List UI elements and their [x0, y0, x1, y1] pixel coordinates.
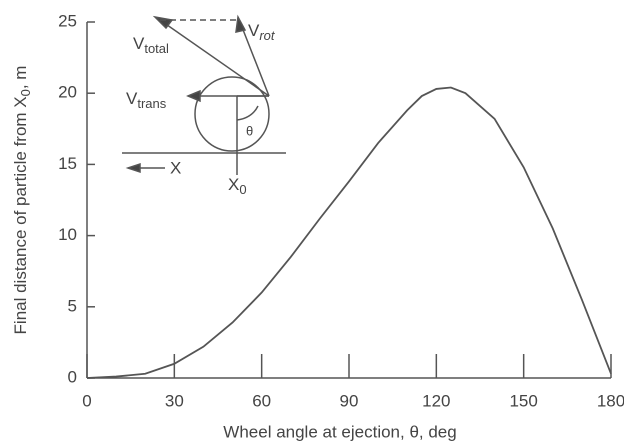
x-axis-title: Wheel angle at ejection, θ, deg: [223, 422, 456, 441]
x-direction-label: X: [170, 158, 181, 177]
y-tick-label: 15: [58, 154, 77, 173]
v-total-label: Vtotal: [133, 34, 169, 56]
x-tick-label: 150: [509, 391, 537, 410]
x-tick-label: 60: [252, 391, 271, 410]
v-trans-label: Vtrans: [126, 89, 167, 111]
chart: Vtotal Vrot Vtrans θ X X0 Wheel angle at…: [0, 0, 624, 444]
x-tick-label: 180: [597, 391, 624, 410]
x-tick-label: 30: [165, 391, 184, 410]
x0-label: X0: [228, 175, 247, 197]
y-tick-label: 20: [58, 83, 77, 102]
theta-label: θ: [246, 123, 253, 138]
v-rot-label: Vrot: [248, 21, 276, 43]
x-tick-label: 120: [422, 391, 450, 410]
y-axis-title: Final distance of particle from X0, m: [11, 66, 33, 335]
x-tick-label: 90: [340, 391, 359, 410]
x-tick-label: 0: [82, 391, 91, 410]
y-tick-label: 5: [68, 296, 77, 315]
y-tick-label: 0: [68, 367, 77, 386]
y-tick-label: 25: [58, 11, 77, 30]
data-line: [87, 88, 611, 378]
y-tick-label: 10: [58, 225, 77, 244]
